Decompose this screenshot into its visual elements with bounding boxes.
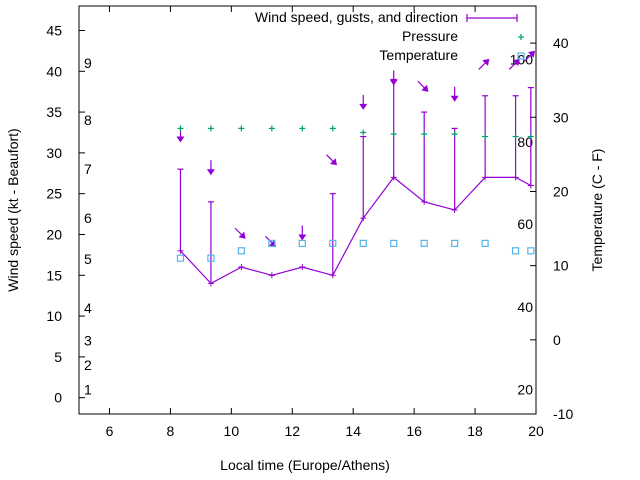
arrow-head (329, 158, 338, 166)
wind-direction-arrow (524, 50, 536, 62)
wind-direction-arrow (206, 160, 215, 176)
y-right-tick-label: 30 (553, 109, 569, 125)
x-tick-label: 20 (528, 423, 544, 439)
fahrenheit-label: 40 (517, 299, 533, 315)
beaufort-label: 9 (84, 55, 92, 71)
temperature-point (420, 239, 428, 247)
wind-direction-arrow (234, 227, 246, 239)
y-left-tick-label: 5 (54, 349, 62, 365)
arrow-head (176, 136, 185, 143)
legend-label-temperature: Temperature (379, 47, 458, 63)
arrow-head (527, 50, 536, 58)
wind-direction-arrow (359, 94, 368, 110)
x-tick-label: 16 (406, 423, 422, 439)
wind-direction-arrow (325, 154, 338, 166)
y-left-tick-label: 45 (46, 22, 62, 38)
legend-swatch-temperature (517, 52, 525, 60)
temperature-point (527, 247, 535, 255)
y-left-tick-label: 35 (46, 104, 62, 120)
wind-direction-arrow (389, 70, 398, 86)
temperature-point (298, 239, 306, 247)
temperature-point (329, 239, 337, 247)
x-tick-label: 14 (345, 423, 361, 439)
gust-bars (177, 78, 534, 284)
y-left-tick-label: 15 (46, 267, 62, 283)
legend-label-wind: Wind speed, gusts, and direction (255, 9, 458, 25)
wind-speed-line (177, 174, 534, 287)
beaufort-label: 4 (84, 300, 92, 316)
y-left-tick-label: 20 (46, 226, 62, 242)
y-left-tick-label: 0 (54, 390, 62, 406)
temperature-point (237, 247, 245, 255)
wind-direction-arrow (265, 235, 277, 247)
legend-label-pressure: Pressure (402, 28, 458, 44)
beaufort-label: 7 (84, 161, 92, 177)
temperature-point (268, 239, 276, 247)
arrow-head (482, 58, 490, 66)
y-left-tick-label: 10 (46, 308, 62, 324)
arrow-head (359, 103, 368, 110)
y-right-tick-label: -10 (553, 406, 573, 422)
temperature-point (481, 239, 489, 247)
arrow-head (389, 79, 398, 86)
beaufort-label: 8 (84, 112, 92, 128)
y-left-axis-ticks: 0 5 10 15 20 25 30 35 40 45 (46, 22, 85, 406)
y-right-axis-ticks: -10 0 10 20 30 40 (530, 35, 573, 422)
y-right-axis-label: Temperature (C - F) (589, 149, 605, 272)
legend: Wind speed, gusts, and direction Pressur… (255, 9, 525, 63)
pressure-points (177, 125, 534, 140)
wind-direction-arrow (478, 58, 490, 70)
wind-direction-arrow (298, 225, 307, 241)
x-tick-label: 8 (167, 423, 175, 439)
y-left-tick-label: 25 (46, 186, 62, 202)
y-left-axis-label: Wind speed (kt - Beaufort) (5, 128, 21, 291)
beaufort-label: 1 (84, 382, 92, 398)
beaufort-label: 6 (84, 210, 92, 226)
wind-direction-arrow (450, 86, 459, 102)
x-axis-label: Local time (Europe/Athens) (220, 457, 390, 473)
wind-direction-arrow (417, 80, 429, 92)
legend-swatch-pressure (518, 34, 524, 40)
beaufort-label: 3 (84, 333, 92, 349)
beaufort-label: 2 (84, 357, 92, 373)
beaufort-label: 5 (84, 251, 92, 267)
plot-frame (78, 5, 537, 415)
x-tick-label: 10 (224, 423, 240, 439)
x-tick-label: 6 (106, 423, 114, 439)
temperature-point (207, 254, 215, 262)
temperature-point (176, 254, 185, 262)
y-right-tick-label: 10 (553, 258, 569, 274)
y-left-tick-label: 40 (46, 63, 62, 79)
temperature-points (176, 239, 535, 262)
x-tick-label: 12 (284, 423, 300, 439)
beaufort-labels: 1 2 3 4 5 6 7 8 9 (84, 55, 92, 397)
arrow-head (238, 231, 246, 239)
temperature-point (390, 239, 398, 247)
x-tick-label: 18 (467, 423, 483, 439)
y-right-tick-label: 40 (553, 35, 569, 51)
x-axis-ticks: 6 8 10 12 14 16 18 20 (106, 6, 544, 439)
arrow-head (512, 58, 520, 66)
arrow-head (450, 95, 459, 102)
fahrenheit-label: 60 (517, 216, 533, 232)
wind-direction-arrows (176, 50, 536, 247)
arrow-head (421, 84, 429, 92)
temperature-point (359, 239, 367, 247)
wind-direction-arrow (508, 58, 520, 70)
fahrenheit-label: 80 (517, 134, 533, 150)
temperature-point (511, 247, 520, 255)
temperature-point (451, 239, 459, 247)
y-left-tick-label: 30 (46, 145, 62, 161)
arrow-head (206, 169, 215, 176)
fahrenheit-label: 20 (517, 382, 533, 398)
y-right-tick-label: 20 (553, 183, 569, 199)
arrow-head (298, 234, 307, 241)
y-right-tick-label: 0 (553, 332, 561, 348)
wind-speed-polyline (180, 176, 532, 285)
